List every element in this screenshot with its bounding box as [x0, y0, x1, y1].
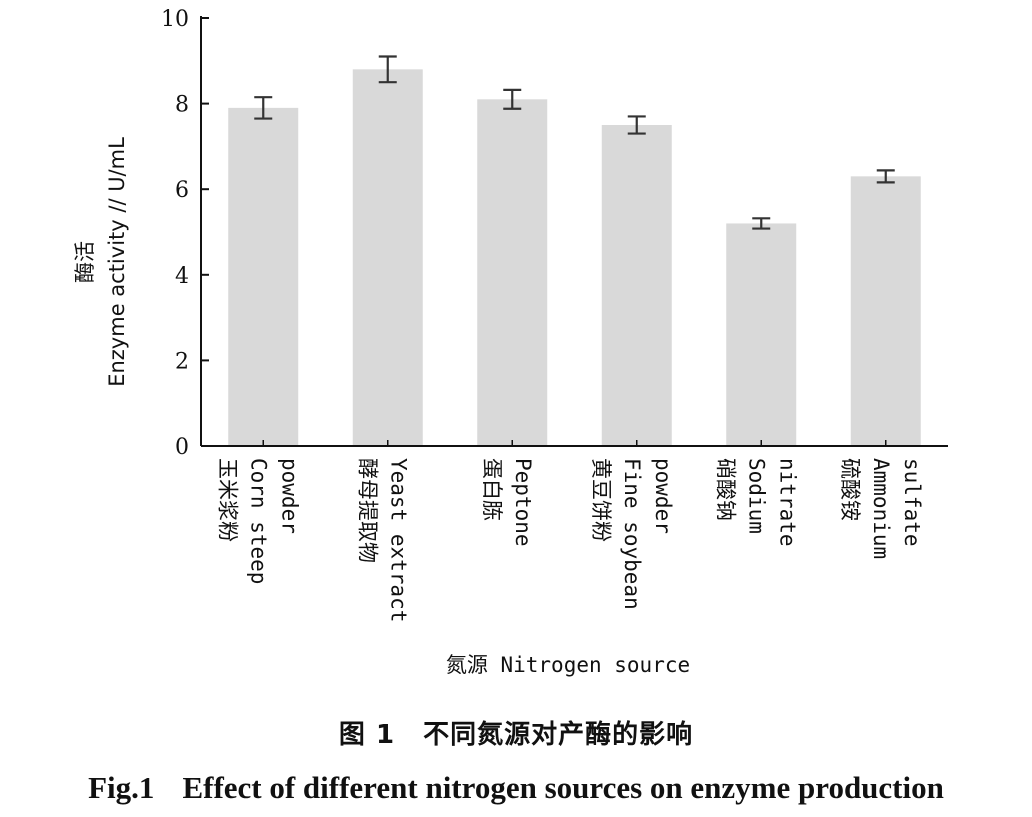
category-label-0-1: Corn steep [246, 458, 270, 584]
y-tick-label-4: 8 [175, 93, 189, 118]
figure-number-en: Fig.1 [88, 770, 155, 805]
bars-group [228, 69, 921, 447]
error-bar-4 [752, 217, 771, 230]
category-label-2-0: 蛋白胨 [480, 458, 504, 521]
bar-1 [352, 69, 423, 447]
bar-chart: 0 2 4 6 8 10 玉米浆粉 Corn steep powder 酵母提取物 Yeast e… [73, 7, 948, 677]
y-axis-title: 酶活 Enzyme activity // U/mL [73, 137, 129, 387]
category-label-4-1: Sodium [744, 458, 768, 534]
bar-0 [228, 107, 299, 446]
bar-5 [850, 176, 921, 447]
x-axis-title: 氮源 Nitrogen source [446, 653, 690, 677]
category-label-5-2: sulfate [900, 458, 924, 547]
category-labels-group: 玉米浆粉 Corn steep powder 酵母提取物 Yeast extract 蛋白… [215, 458, 924, 622]
figure-title-en: Effect of different nitrogen sources on … [182, 770, 944, 805]
y-tick-label-3: 6 [175, 178, 189, 203]
y-axis-title-en: Enzyme activity // U/mL [105, 137, 129, 387]
category-label-2-1: Peptone [511, 458, 535, 547]
error-bar-1 [378, 55, 397, 84]
error-bar-5 [876, 169, 895, 184]
figure-caption-en: Fig.1 Effect of different nitrogen source… [0, 770, 1032, 806]
bar-4 [726, 223, 797, 446]
figure-caption-cn: 图 1 不同氮源对产酶的影响 [0, 714, 1032, 751]
category-label-3-0: 黄豆饼粉 [589, 458, 613, 542]
category-label-5-1: Ammonium [869, 458, 893, 559]
error-bar-2 [503, 88, 522, 110]
figure-title-cn: 不同氮源对产酶的影响 [423, 720, 694, 750]
category-label-4-0: 硝酸钠 [713, 458, 737, 521]
category-label-5-0: 硫酸铵 [838, 458, 862, 521]
category-label-0-0: 玉米浆粉 [215, 458, 239, 542]
category-label-3-1: Fine soybean [620, 458, 644, 610]
category-label-4-2: nitrate [775, 458, 799, 547]
category-label-1-0: 酵母提取物 [355, 458, 379, 563]
y-tick-label-2: 4 [175, 264, 189, 289]
category-label-1-1: Yeast extract [386, 458, 410, 622]
bar-2 [477, 99, 548, 446]
error-bar-0 [254, 96, 273, 120]
y-tick-label-1: 2 [175, 349, 189, 374]
y-ticks-group: 0 2 4 6 8 10 [161, 7, 209, 460]
category-label-3-2: powder [651, 458, 675, 534]
error-bar-3 [627, 115, 646, 135]
y-tick-label-5: 10 [161, 7, 189, 32]
y-tick-label-0: 0 [175, 435, 189, 460]
category-label-0-2: powder [277, 458, 301, 534]
y-axis-title-cn: 酶活 [73, 241, 97, 283]
error-bars-group [254, 55, 895, 230]
axes-group [200, 16, 948, 447]
bar-3 [601, 125, 672, 446]
figure-number-cn: 图 1 [338, 720, 396, 750]
